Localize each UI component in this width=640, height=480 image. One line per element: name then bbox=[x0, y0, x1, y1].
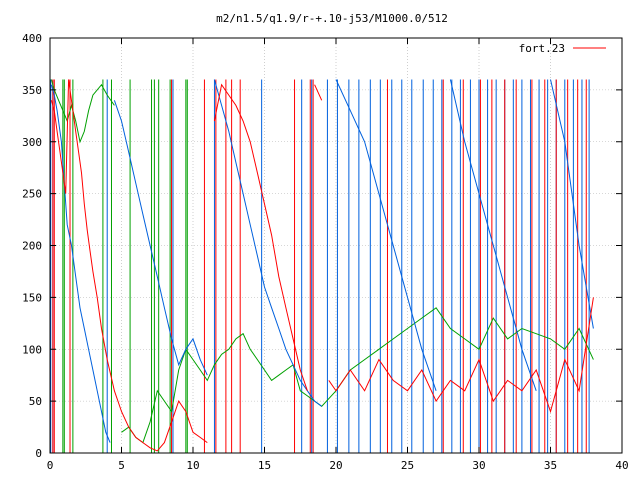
y-tick-label: 350 bbox=[22, 84, 42, 97]
legend-label: fort.23 bbox=[519, 42, 565, 55]
y-tick-label: 200 bbox=[22, 240, 42, 253]
y-tick-label: 300 bbox=[22, 136, 42, 149]
x-tick-label: 25 bbox=[401, 459, 414, 472]
chart-title: m2/n1.5/q1.9/r-+.10-j53/M1000.0/512 bbox=[216, 12, 448, 25]
x-tick-label: 40 bbox=[615, 459, 628, 472]
y-tick-label: 100 bbox=[22, 343, 42, 356]
legend: fort.23 bbox=[519, 42, 606, 55]
y-tick-label: 400 bbox=[22, 32, 42, 45]
x-tick-label: 30 bbox=[472, 459, 485, 472]
y-tick-label: 50 bbox=[29, 395, 42, 408]
x-tick-label: 35 bbox=[544, 459, 557, 472]
series-line-1 bbox=[50, 79, 594, 443]
series-lines bbox=[50, 79, 594, 452]
x-tick-label: 15 bbox=[258, 459, 271, 472]
series-line-0 bbox=[50, 79, 594, 452]
x-tick-label: 5 bbox=[118, 459, 125, 472]
x-tick-label: 20 bbox=[329, 459, 342, 472]
x-tick-label: 10 bbox=[186, 459, 199, 472]
y-tick-label: 250 bbox=[22, 188, 42, 201]
vertical-spikes bbox=[50, 79, 590, 453]
y-tick-label: 0 bbox=[35, 447, 42, 460]
x-tick-label: 0 bbox=[47, 459, 54, 472]
y-tick-label: 150 bbox=[22, 291, 42, 304]
series-line-2 bbox=[50, 79, 594, 444]
